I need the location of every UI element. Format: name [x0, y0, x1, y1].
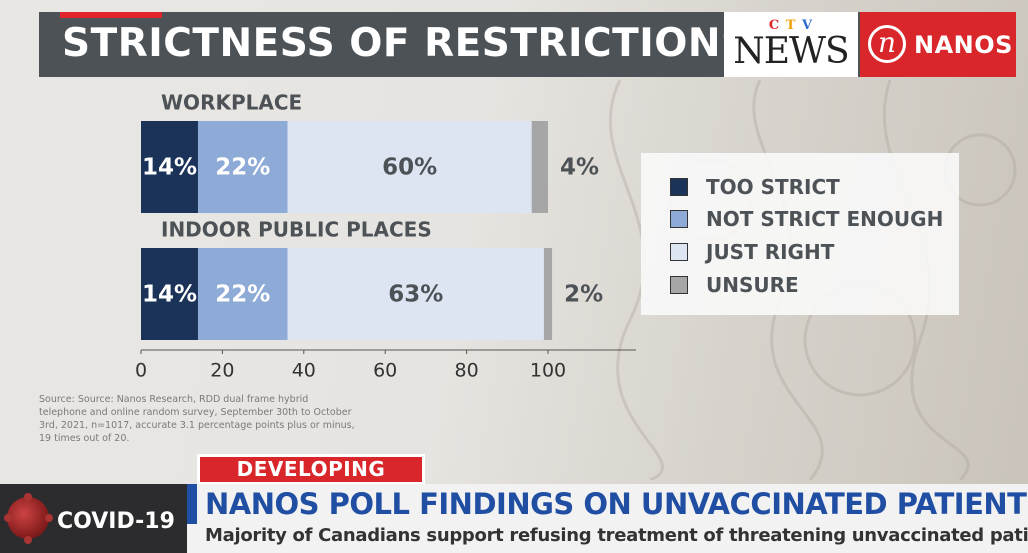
x-tick-label: 80 [455, 360, 479, 382]
legend-swatch-too-strict [670, 178, 688, 196]
ctv-letter-c: C [768, 18, 781, 33]
bar-segment [197, 121, 288, 213]
covid-section-label: COVID-19 [57, 509, 175, 534]
data-label: 60% [382, 155, 437, 181]
legend-swatch-not-strict-enough [670, 210, 688, 228]
bar-segment [543, 248, 553, 340]
chart-title: STRICTNESS OF RESTRICTIONS [62, 21, 750, 66]
legend-item-too-strict: TOO STRICT [670, 175, 840, 199]
bar-segment [141, 121, 198, 213]
legend-swatch-just-right [670, 243, 688, 261]
legend-swatch-unsure [670, 276, 688, 294]
virus-spike-icon [45, 514, 53, 522]
bar-segment [197, 248, 288, 340]
ctv-letter-v: V [802, 18, 814, 33]
legend-label: UNSURE [706, 273, 799, 297]
ctv-news-logo: C T V NEWS [724, 12, 858, 77]
bar-segment [531, 121, 548, 213]
subheadline: Majority of Canadians support refusing t… [205, 525, 1028, 546]
ctv-letter-t: T [785, 18, 797, 33]
legend-item-just-right: JUST RIGHT [670, 240, 834, 264]
nanos-letter: n [877, 26, 897, 59]
x-tick-label: 40 [292, 360, 316, 382]
x-tick-label: 100 [530, 360, 566, 382]
header-accent-stripe [60, 12, 162, 18]
bar-segment [141, 248, 198, 340]
data-label: 63% [388, 282, 443, 308]
headline-accent [187, 484, 197, 524]
legend-item-not-strict-enough: NOT STRICT ENOUGH [670, 207, 943, 231]
data-label: 22% [215, 282, 270, 308]
headline: NANOS POLL FINDINGS ON UNVACCINATED PATI… [205, 487, 1028, 521]
nanos-circle-icon [868, 25, 906, 63]
nanos-wordmark: NANOS [914, 31, 1013, 59]
x-tick-label: 20 [210, 360, 234, 382]
virus-spike-icon [24, 536, 32, 544]
ctv-news-word: NEWS [733, 31, 849, 72]
data-label: 2% [564, 282, 603, 308]
headline-box [187, 484, 1028, 553]
bar-segment [287, 121, 532, 213]
virus-spike-icon [4, 514, 12, 522]
legend-label: TOO STRICT [706, 175, 840, 199]
data-label: 14% [142, 282, 197, 308]
x-tick-label: 0 [135, 360, 147, 382]
x-tick-label: 60 [373, 360, 397, 382]
legend-label: JUST RIGHT [706, 240, 835, 264]
virus-spike-icon [24, 493, 32, 501]
category-label: INDOOR PUBLIC PLACES [161, 218, 432, 242]
legend: TOO STRICT NOT STRICT ENOUGH JUST RIGHT … [641, 153, 959, 315]
legend-item-unsure: UNSURE [670, 273, 799, 297]
developing-news-badge [200, 457, 422, 482]
category-label: WORKPLACE [161, 91, 302, 115]
source-note: Source: Source: Nanos Research, RDD dual… [39, 394, 355, 444]
coronavirus-icon [7, 497, 49, 539]
data-label: 22% [215, 155, 270, 181]
legend-label: NOT STRICT ENOUGH [706, 207, 944, 231]
bar-segment [287, 248, 544, 340]
data-label: 14% [142, 155, 197, 181]
data-label: 4% [560, 155, 599, 181]
